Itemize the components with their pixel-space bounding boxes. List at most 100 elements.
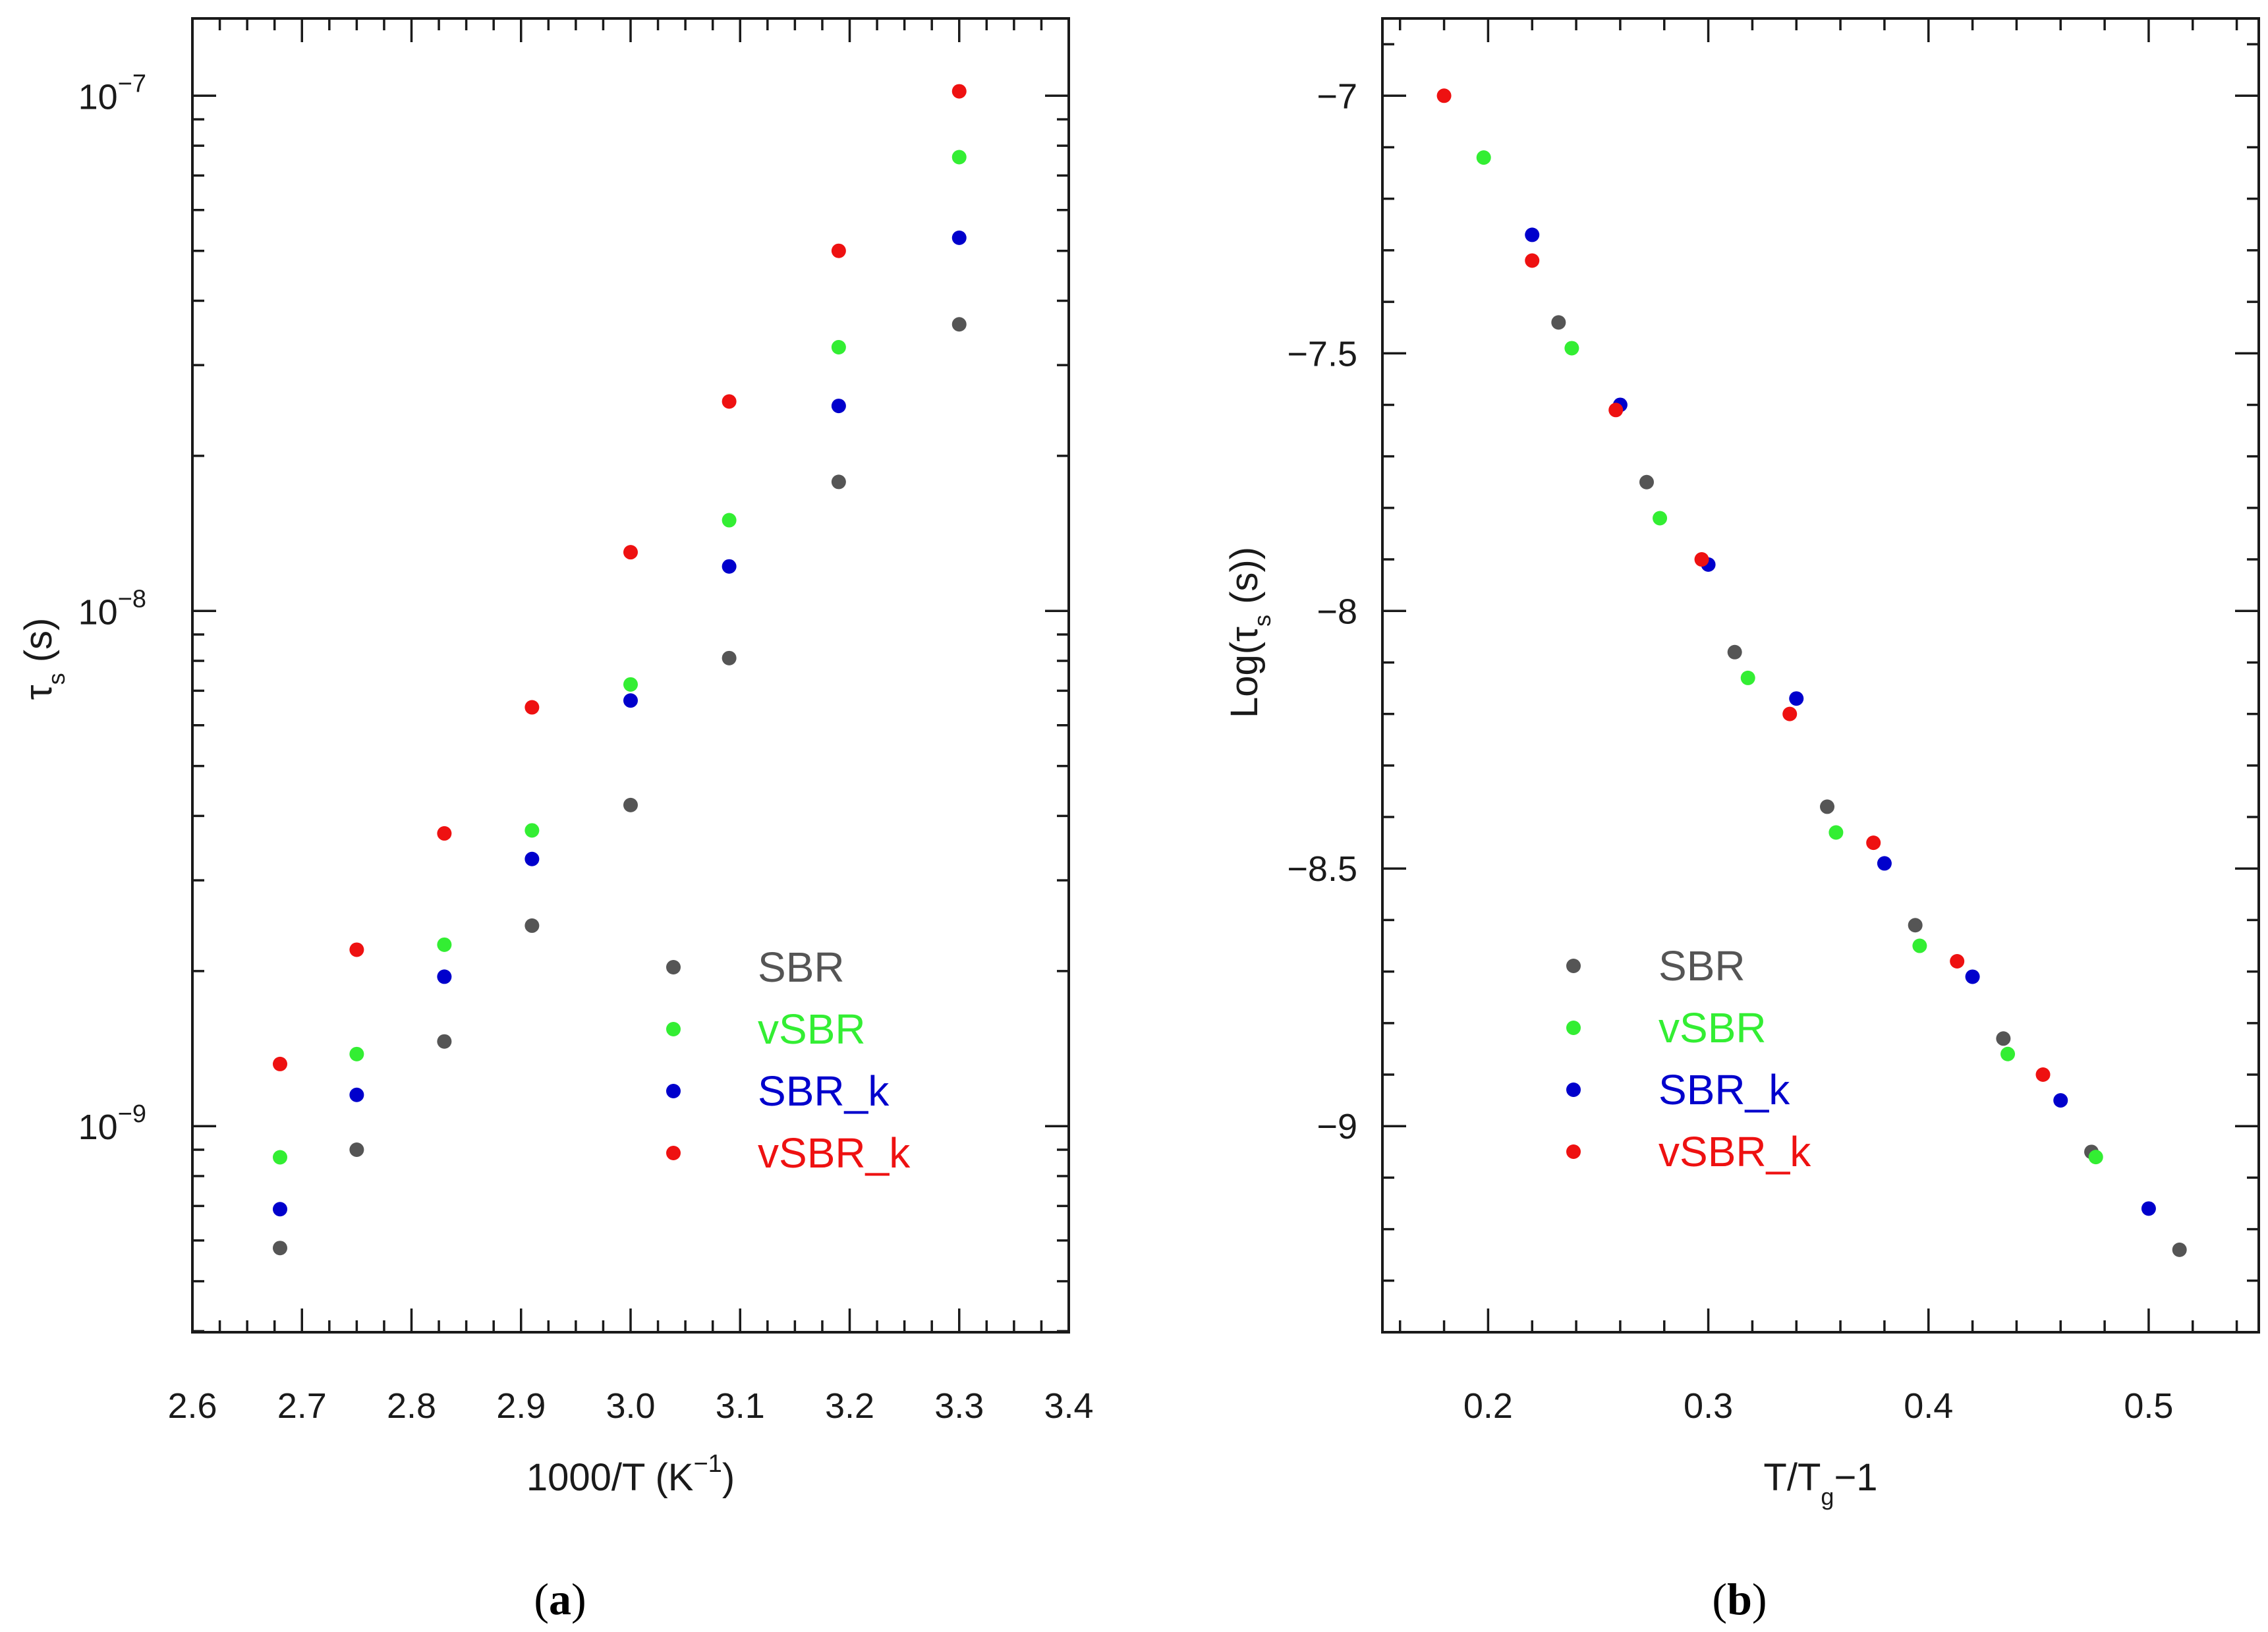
panel-b-point-vSBR bbox=[1653, 511, 1668, 526]
panel-b-point-SBR bbox=[1820, 799, 1835, 814]
panel-b-x-tick-label: 0.5 bbox=[2124, 1386, 2173, 1426]
panel-a-point-vSBR bbox=[951, 150, 967, 165]
panel-a-x-tick-label: 2.6 bbox=[167, 1386, 217, 1426]
panel-b-y-tick-label: −8 bbox=[1317, 592, 1357, 631]
panel-b-point-SBR_k bbox=[2141, 1201, 2156, 1216]
panel-b-point-vSBR_k bbox=[2035, 1067, 2051, 1083]
panel-a-tick-labels: 2.6 2.7 2.8 2.9 3.0 3.1 3.2 3.3 3.4 10−9 10−8 10−7 bbox=[78, 70, 1094, 1426]
panel-a-point-vSBR_k bbox=[951, 84, 967, 99]
panel-b-tick-labels: 0.2 0.3 0.4 0.5 −7 −7.5 −8 −8.5 −9 bbox=[1287, 76, 2173, 1426]
panel-a-point-vSBR_k bbox=[349, 942, 364, 957]
panel-a-legend-label-vSBR_k: vSBR_k bbox=[758, 1129, 911, 1177]
panel-a-point-SBR bbox=[437, 1034, 452, 1049]
panel-b-point-vSBR_k bbox=[1950, 953, 1965, 969]
panel-a-legend-label-SBR_k: SBR_k bbox=[758, 1067, 890, 1115]
panel-b-ticks bbox=[1382, 18, 2259, 1334]
panel-a-point-SBR_k bbox=[437, 969, 452, 984]
panel-b-point-vSBR_k bbox=[1866, 835, 1881, 851]
panel-b-legend-marker-SBR_k bbox=[1566, 1083, 1581, 1097]
panel-a-x-tick-label: 3.1 bbox=[716, 1386, 765, 1426]
panel-a-point-vSBR_k bbox=[524, 700, 540, 715]
panel-a-point-vSBR_k bbox=[831, 243, 846, 258]
panel-a-y-tick-label: 10−8 bbox=[78, 585, 146, 632]
panel-a-y-axis-title: τs (s) bbox=[17, 618, 70, 700]
panel-a-point-SBR bbox=[831, 474, 846, 490]
panel-b-point-SBR bbox=[1996, 1031, 2011, 1046]
panel-a-legend-label-vSBR: vSBR bbox=[758, 1005, 866, 1053]
panel-a-x-tick-label: 3.3 bbox=[934, 1386, 984, 1426]
panel-a-ticks bbox=[191, 18, 1070, 1333]
panel-b-point-vSBR bbox=[1476, 150, 1491, 165]
panel-b-point-vSBR bbox=[2088, 1150, 2103, 1165]
panel-b-point-SBR_k bbox=[1525, 227, 1540, 242]
panel-b-point-SBR_k bbox=[1877, 856, 1892, 871]
panel-b-legend-label-vSBR_k: vSBR_k bbox=[1658, 1128, 1811, 1175]
panel-b-x-tick-label: 0.3 bbox=[1684, 1386, 1733, 1426]
panel-a-point-SBR_k bbox=[831, 399, 846, 414]
panel-a-x-tick-label: 3.2 bbox=[825, 1386, 874, 1426]
panel-b-legend-marker-vSBR_k bbox=[1566, 1144, 1581, 1159]
panel-b-y-tick-label: −7 bbox=[1317, 76, 1357, 116]
panel-a-point-SBR_k bbox=[951, 230, 967, 245]
panel-b-point-vSBR bbox=[2000, 1046, 2016, 1061]
panel-a-x-axis-title: 1000/T (K−1) bbox=[526, 1450, 735, 1499]
panel-a-y-tick-label: 10−9 bbox=[78, 1100, 146, 1147]
panel-b-point-SBR bbox=[1908, 918, 1923, 933]
panel-a-point-SBR_k bbox=[273, 1202, 287, 1217]
panel-a-point-SBR bbox=[722, 650, 737, 665]
panel-b-point-vSBR_k bbox=[1694, 552, 1709, 567]
panel-b: 0.2 0.3 0.4 0.5 −7 −7.5 −8 −8.5 −9 SBR vSBR SBR_kv… bbox=[1223, 17, 2260, 1624]
panel-a-x-tick-label: 3.0 bbox=[606, 1386, 655, 1426]
panel-a-point-SBR_k bbox=[623, 693, 638, 708]
panel-a-point-vSBR_k bbox=[623, 545, 638, 560]
panel-a: 2.6 2.7 2.8 2.9 3.0 3.1 3.2 3.3 3.410−910−810−7 … bbox=[17, 17, 1094, 1624]
panel-b-point-SBR bbox=[1551, 315, 1566, 330]
panel-a-legend-label-SBR: SBR bbox=[758, 943, 845, 991]
panel-a-point-vSBR_k bbox=[437, 826, 452, 841]
panel-a-point-SBR_k bbox=[524, 851, 540, 866]
panel-a-legend: SBR vSBR SBR_k vSBR_k bbox=[666, 943, 911, 1177]
panel-a-point-SBR bbox=[623, 797, 638, 812]
panel-b-x-tick-label: 0.4 bbox=[1904, 1386, 1953, 1426]
panel-b-point-vSBR bbox=[1829, 825, 1844, 840]
panel-b-point-SBR_k bbox=[2053, 1093, 2068, 1108]
panel-b-y-tick-label: −7.5 bbox=[1287, 334, 1357, 374]
panel-a-caption: (a) bbox=[534, 1574, 586, 1624]
panel-b-legend-marker-SBR bbox=[1566, 959, 1581, 973]
panel-a-point-SBR bbox=[951, 317, 967, 332]
panel-a-y-tick-label: 10−7 bbox=[78, 70, 146, 117]
panel-a-legend-marker-SBR bbox=[666, 960, 681, 974]
panel-b-legend-label-SBR_k: SBR_k bbox=[1658, 1066, 1790, 1113]
panel-b-point-vSBR_k bbox=[1436, 88, 1452, 103]
panel-b-y-tick-label: −9 bbox=[1317, 1107, 1357, 1146]
panel-b-point-vSBR_k bbox=[1525, 253, 1540, 268]
panel-a-point-SBR bbox=[273, 1241, 287, 1256]
panel-a-legend-marker-vSBR bbox=[666, 1022, 681, 1036]
panel-b-point-vSBR bbox=[1912, 938, 1927, 953]
panel-a-point-vSBR bbox=[623, 677, 638, 692]
panel-b-x-tick-label: 0.2 bbox=[1463, 1386, 1513, 1426]
panel-a-legend-marker-vSBR_k bbox=[666, 1146, 681, 1160]
panel-b-points bbox=[1436, 88, 2187, 1257]
panel-a-point-SBR bbox=[349, 1142, 364, 1157]
panel-b-x-axis-title: T/Tg−1 bbox=[1763, 1456, 1877, 1510]
panel-b-legend-label-SBR: SBR bbox=[1658, 942, 1745, 990]
panel-b-legend-marker-vSBR bbox=[1566, 1021, 1581, 1035]
panel-a-x-tick-label: 2.7 bbox=[277, 1386, 327, 1426]
panel-b-point-vSBR bbox=[1740, 670, 1755, 685]
panel-a-point-SBR bbox=[524, 918, 540, 933]
panel-b-frame bbox=[1381, 17, 2260, 1334]
panel-b-y-tick-label: −8.5 bbox=[1287, 849, 1357, 889]
panel-a-x-tick-label: 2.8 bbox=[387, 1386, 436, 1426]
panel-a-point-vSBR_k bbox=[722, 394, 737, 409]
panel-a-x-tick-label: 2.9 bbox=[496, 1386, 546, 1426]
panel-a-point-SBR_k bbox=[722, 559, 737, 574]
panel-a-x-tick-label: 3.4 bbox=[1044, 1386, 1093, 1426]
panel-b-point-vSBR bbox=[1564, 341, 1579, 356]
panel-b-y-axis-title: Log(τs (s)) bbox=[1223, 547, 1276, 718]
panel-b-legend: SBR vSBR SBR_k vSBR_k bbox=[1566, 942, 1811, 1175]
panel-a-point-vSBR bbox=[831, 339, 846, 354]
panel-a-point-vSBR bbox=[273, 1150, 287, 1165]
